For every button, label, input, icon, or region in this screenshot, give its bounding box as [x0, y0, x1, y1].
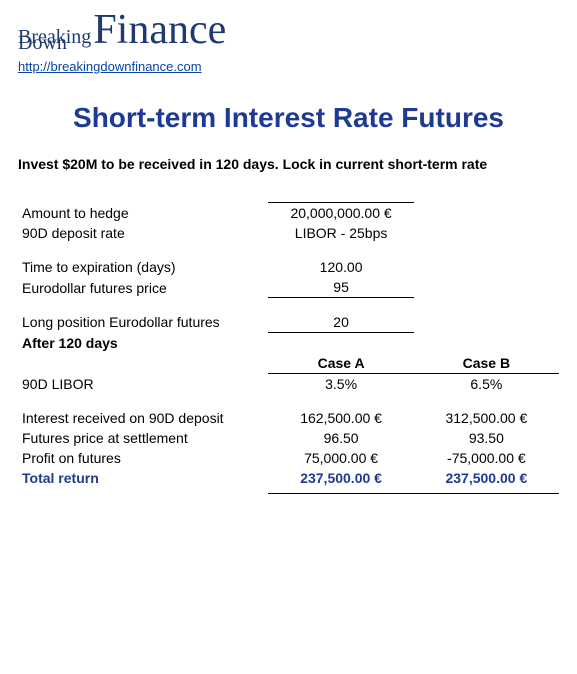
settle-b: 93.50 [414, 428, 559, 448]
site-url-link[interactable]: http://breakingdownfinance.com [18, 59, 202, 74]
amount-value: 20,000,000.00 € [268, 203, 413, 224]
libor-label: 90D LIBOR [18, 373, 268, 394]
long-pos-value: 20 [268, 312, 413, 333]
case-a-header: Case A [268, 353, 413, 374]
futures-price-label: Eurodollar futures price [18, 277, 268, 298]
long-pos-label: Long position Eurodollar futures [18, 312, 268, 333]
subtitle: Invest $20M to be received in 120 days. … [18, 156, 559, 172]
page-title: Short-term Interest Rate Futures [18, 102, 559, 134]
libor-a: 3.5% [268, 373, 413, 394]
profit-b: -75,000.00 € [414, 448, 559, 468]
deposit-rate-value: LIBOR - 25bps [268, 223, 413, 243]
total-a: 237,500.00 € [268, 468, 413, 488]
total-b: 237,500.00 € [414, 468, 559, 488]
deposit-rate-label: 90D deposit rate [18, 223, 268, 243]
case-b-header: Case B [414, 353, 559, 374]
futures-price-value: 95 [268, 277, 413, 298]
settle-a: 96.50 [268, 428, 413, 448]
interest-b: 312,500.00 € [414, 408, 559, 428]
profit-a: 75,000.00 € [268, 448, 413, 468]
total-label: Total return [18, 468, 268, 488]
interest-a: 162,500.00 € [268, 408, 413, 428]
time-value: 120.00 [268, 257, 413, 277]
settle-label: Futures price at settlement [18, 428, 268, 448]
amount-label: Amount to hedge [18, 203, 268, 224]
profit-label: Profit on futures [18, 448, 268, 468]
after-120-days-heading: After 120 days [18, 332, 559, 353]
logo-word-finance: Finance [93, 12, 226, 50]
libor-b: 6.5% [414, 373, 559, 394]
interest-label: Interest received on 90D deposit [18, 408, 268, 428]
inputs-table: Amount to hedge 20,000,000.00 € 90D depo… [18, 202, 559, 494]
logo: Breaking Down Finance [18, 12, 559, 55]
time-label: Time to expiration (days) [18, 257, 268, 277]
